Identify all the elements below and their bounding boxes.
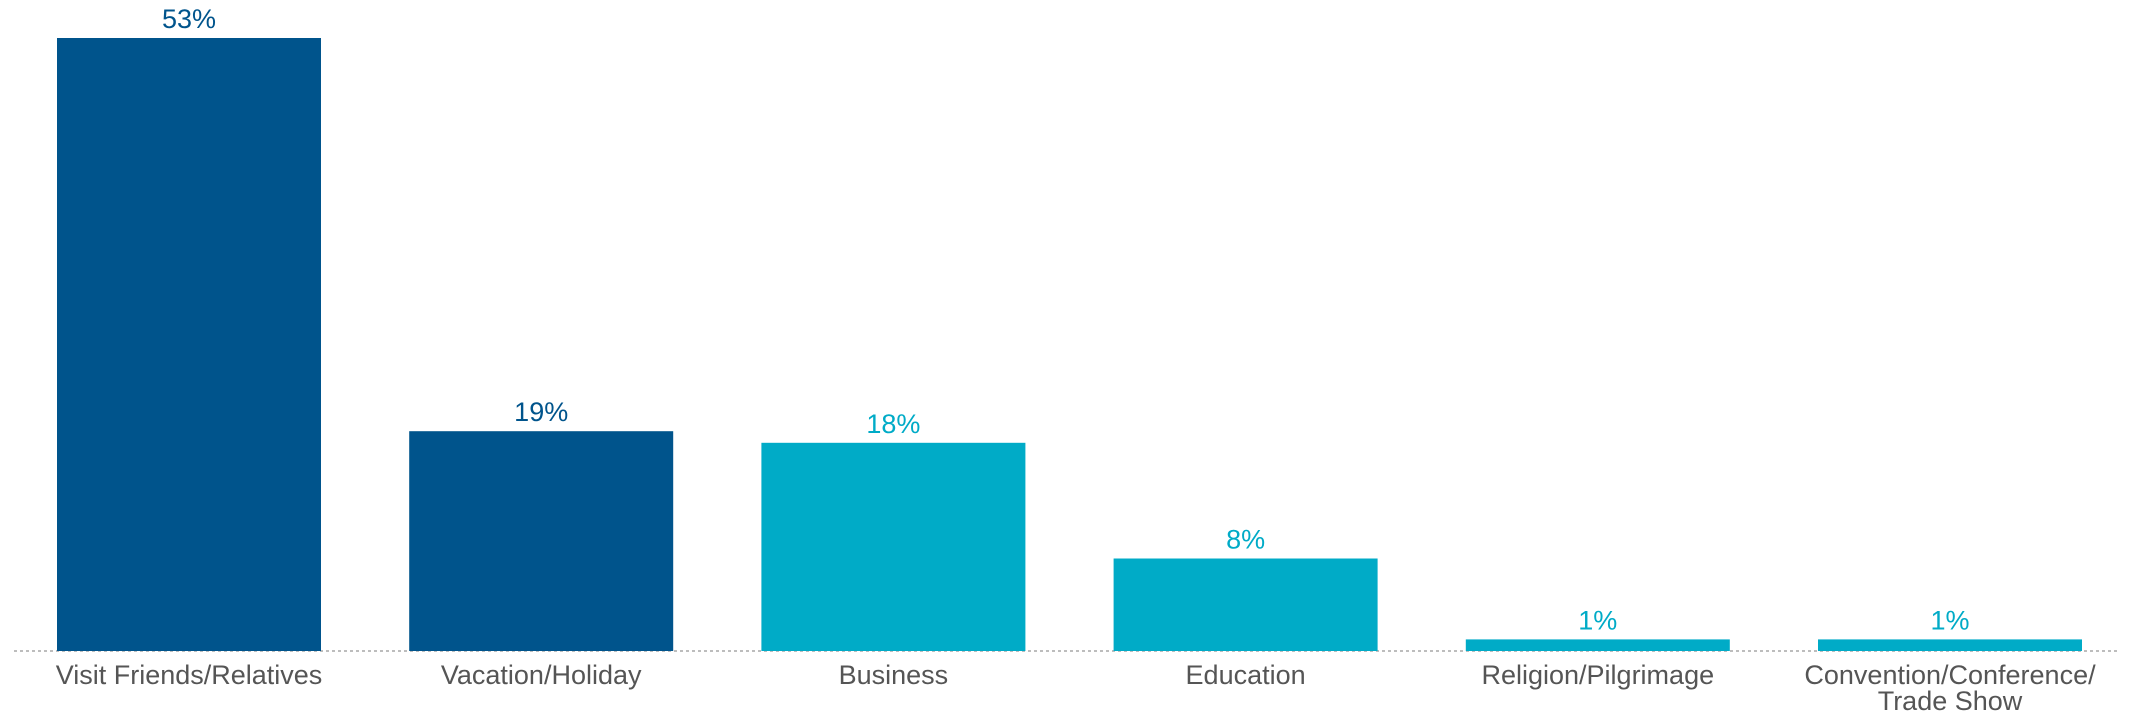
bar-0 [57, 38, 321, 651]
category-labels-group: Visit Friends/Relatives Vacation/Holiday B… [56, 660, 2096, 716]
value-label-2: 18% [866, 409, 920, 439]
value-label-4: 1% [1578, 605, 1617, 635]
category-label-3: Education [1186, 660, 1306, 690]
bar-2 [761, 442, 1026, 651]
value-label-1: 19% [514, 397, 568, 427]
value-label-0: 53% [162, 4, 216, 34]
category-label-0: Visit Friends/Relatives [56, 660, 323, 690]
category-label-5: Convention/Conference/Trade Show [1804, 660, 2096, 716]
category-label-line-5-1: Trade Show [1878, 686, 2023, 716]
category-label-4: Religion/Pilgrimage [1481, 660, 1714, 690]
category-label-2: Business [839, 660, 949, 690]
category-label-line-3-0: Education [1186, 660, 1306, 690]
bar-1 [409, 431, 674, 651]
bars-group [57, 38, 2082, 651]
value-label-3: 8% [1226, 525, 1265, 555]
bar-4 [1465, 639, 1730, 651]
value-labels-group: 53% 19% 18% 8% 1% 1% [162, 4, 1970, 635]
value-label-5: 1% [1930, 605, 1969, 635]
category-label-line-0-0: Visit Friends/Relatives [56, 660, 323, 690]
category-label-line-2-0: Business [839, 660, 949, 690]
category-label-line-4-0: Religion/Pilgrimage [1481, 660, 1714, 690]
category-label-line-5-0: Convention/Conference/ [1804, 660, 2096, 690]
category-label-1: Vacation/Holiday [441, 660, 642, 690]
bar-5 [1818, 639, 2082, 651]
category-label-line-1-0: Vacation/Holiday [441, 660, 642, 690]
bar-3 [1113, 558, 1378, 651]
